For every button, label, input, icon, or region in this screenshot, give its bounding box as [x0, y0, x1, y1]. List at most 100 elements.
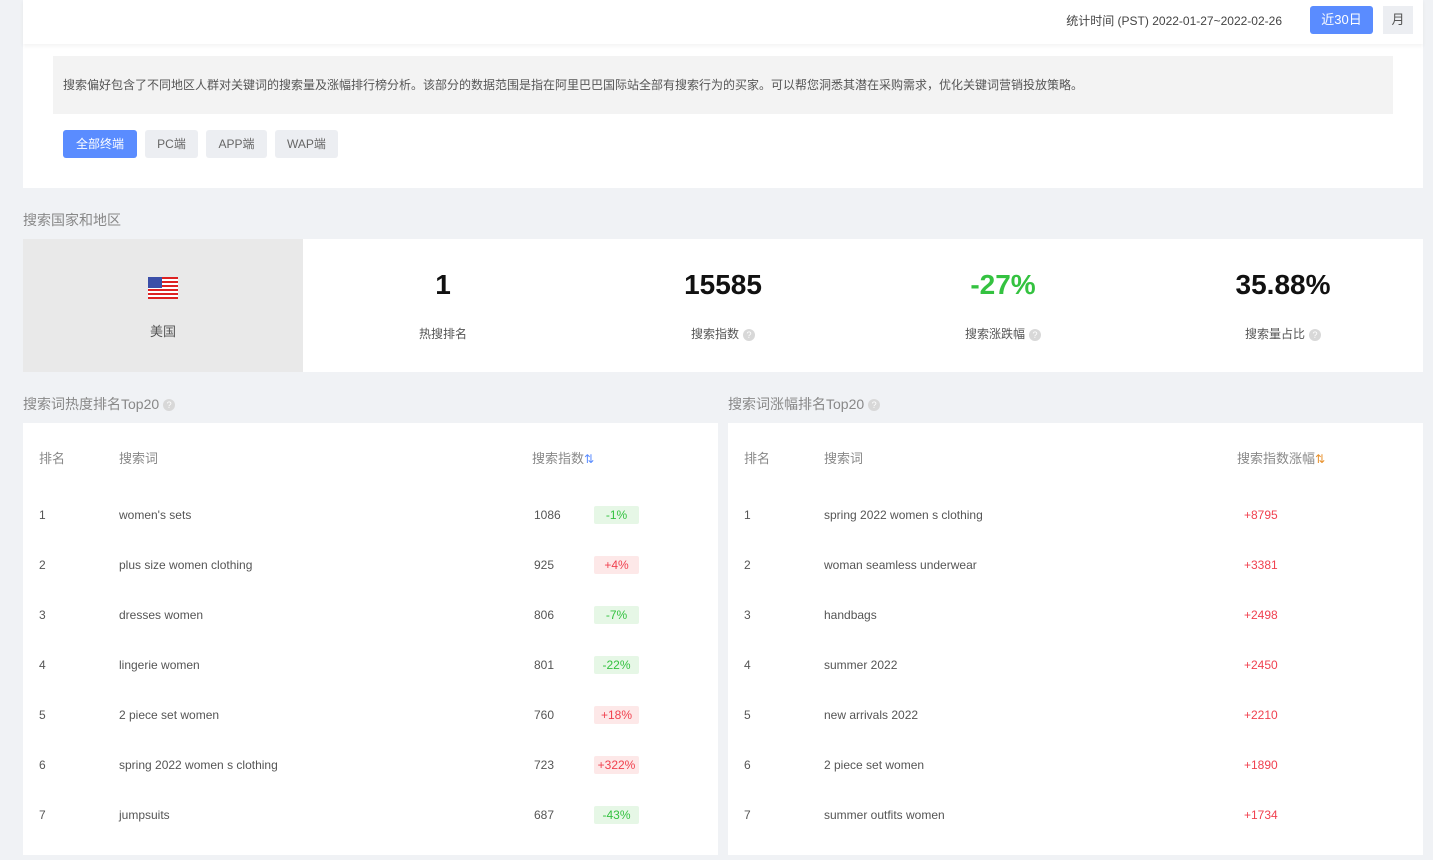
term: summer 2022: [824, 658, 898, 672]
rank: 3: [744, 608, 751, 622]
rank: 7: [744, 808, 751, 822]
col-rank: 排名: [39, 451, 66, 466]
change: +2210: [1244, 708, 1278, 722]
col-term: 搜索词: [824, 451, 864, 466]
col-rank: 排名: [744, 451, 771, 466]
table-row[interactable]: 3 dresses women 806 -7%: [23, 605, 718, 625]
metric-label: 搜索量占比?: [1143, 325, 1423, 342]
index: 723: [534, 758, 555, 772]
table-row[interactable]: 2 plus size women clothing 925 +4%: [23, 555, 718, 575]
table-row[interactable]: 5 new arrivals 2022 +2210: [728, 705, 1423, 725]
metric: 35.88% 搜索量占比?: [1143, 239, 1423, 342]
table-row[interactable]: 3 handbags +2498: [728, 605, 1423, 625]
table-row[interactable]: 7 jumpsuits 687 -43%: [23, 805, 718, 825]
terminal-all[interactable]: 全部终端: [63, 130, 137, 158]
rank: 1: [39, 508, 46, 522]
metric: 15585 搜索指数?: [583, 239, 863, 342]
metric-value: 15585: [684, 269, 762, 300]
metric-value: 1: [435, 269, 451, 300]
change-badge: +322%: [594, 756, 639, 774]
terminal-wap[interactable]: WAP端: [275, 130, 338, 158]
change-badge: -22%: [594, 656, 639, 674]
term: lingerie women: [119, 658, 200, 672]
metric-label: 热搜排名: [303, 325, 583, 342]
index: 925: [534, 558, 555, 572]
index: 687: [534, 808, 555, 822]
metric-label: 搜索指数?: [583, 325, 863, 342]
metric-label-text: 热搜排名: [418, 327, 467, 341]
table-row[interactable]: 7 summer outfits women +1734: [728, 805, 1423, 825]
term: plus size women clothing: [119, 558, 253, 572]
metric-label: 搜索涨跌幅?: [863, 325, 1143, 342]
rise-table: 排名 搜索词 搜索指数涨幅⇅ 1 spring 2022 women s clot…: [728, 423, 1423, 855]
table-row[interactable]: 5 2 piece set women 760 +18%: [23, 705, 718, 725]
change: +3381: [1244, 558, 1278, 572]
term: summer outfits women: [824, 808, 945, 822]
change: +2450: [1244, 658, 1278, 672]
term: women's sets: [119, 508, 192, 522]
help-icon[interactable]: ?: [1029, 328, 1041, 341]
table-row[interactable]: 4 summer 2022 +2450: [728, 655, 1423, 675]
help-icon[interactable]: ?: [163, 399, 176, 412]
col-term: 搜索词: [119, 451, 159, 466]
col-change[interactable]: 搜索指数涨幅⇅: [1237, 448, 1325, 467]
change-badge: -1%: [594, 506, 639, 524]
rank: 4: [744, 658, 751, 672]
country-name: 美国: [149, 324, 176, 339]
rank: 5: [39, 708, 46, 722]
rank: 1: [744, 508, 751, 522]
rise-title-text: 搜索词涨幅排名Top20: [728, 396, 865, 412]
table-row[interactable]: 6 spring 2022 women s clothing 723 +322%: [23, 755, 718, 775]
rank: 4: [39, 658, 46, 672]
metric-label-text: 搜索指数: [690, 327, 739, 341]
col-change-label: 搜索指数涨幅: [1237, 451, 1316, 466]
col-index[interactable]: 搜索指数⇅: [532, 448, 594, 467]
change: +1890: [1244, 758, 1278, 772]
sort-icon[interactable]: ⇅: [584, 452, 595, 466]
table-row[interactable]: 6 2 piece set women +1890: [728, 755, 1423, 775]
help-icon[interactable]: ?: [1309, 328, 1321, 341]
sort-icon[interactable]: ⇅: [1315, 452, 1326, 466]
top-card: 统计时间 (PST) 2022-01-27~2022-02-26 近30日 月 …: [23, 0, 1423, 188]
terminal-pc[interactable]: PC端: [145, 130, 198, 158]
hot-table: 排名 搜索词 搜索指数⇅ 1 women's sets 1086 -1% 2 plus s…: [23, 423, 718, 855]
rank: 7: [39, 808, 46, 822]
change: +1734: [1244, 808, 1278, 822]
change-badge: -7%: [594, 606, 639, 624]
rank: 2: [39, 558, 46, 572]
term: spring 2022 women s clothing: [824, 508, 983, 522]
metric-label-text: 搜索量占比: [1244, 327, 1305, 341]
rank: 5: [744, 708, 751, 722]
table-row[interactable]: 1 spring 2022 women s clothing +8795: [728, 505, 1423, 525]
hot-title: 搜索词热度排名Top20?: [23, 394, 176, 414]
change: +2498: [1244, 608, 1278, 622]
month-button[interactable]: 月: [1383, 6, 1413, 34]
last-30-days-button[interactable]: 近30日: [1310, 6, 1373, 34]
country-card[interactable]: 美国: [23, 239, 303, 372]
hot-title-text: 搜索词热度排名Top20: [23, 396, 160, 412]
terminal-app[interactable]: APP端: [206, 130, 267, 158]
metric-label-text: 搜索涨跌幅: [964, 327, 1025, 341]
term: handbags: [824, 608, 877, 622]
region-title: 搜索国家和地区: [23, 212, 121, 228]
metric: 1 热搜排名: [303, 239, 583, 342]
stat-time: 统计时间 (PST) 2022-01-27~2022-02-26: [1066, 14, 1282, 28]
table-row[interactable]: 1 women's sets 1086 -1%: [23, 505, 718, 525]
term: spring 2022 women s clothing: [119, 758, 278, 772]
rank: 2: [744, 558, 751, 572]
term: dresses women: [119, 608, 204, 622]
term: new arrivals 2022: [824, 708, 919, 722]
term: jumpsuits: [119, 808, 170, 822]
metric-value: 35.88%: [1235, 269, 1331, 300]
col-index-label: 搜索指数: [532, 451, 585, 466]
term: woman seamless underwear: [824, 558, 977, 572]
help-icon[interactable]: ?: [868, 399, 881, 412]
description: 搜索偏好包含了不同地区人群对关键词的搜索量及涨幅排行榜分析。该部分的数据范围是指…: [53, 56, 1393, 114]
change-badge: -43%: [594, 806, 639, 824]
metric-value: -27%: [970, 269, 1036, 300]
change: +8795: [1244, 508, 1278, 522]
table-row[interactable]: 2 woman seamless underwear +3381: [728, 555, 1423, 575]
metric: -27% 搜索涨跌幅?: [863, 239, 1143, 342]
help-icon[interactable]: ?: [743, 328, 755, 341]
table-row[interactable]: 4 lingerie women 801 -22%: [23, 655, 718, 675]
